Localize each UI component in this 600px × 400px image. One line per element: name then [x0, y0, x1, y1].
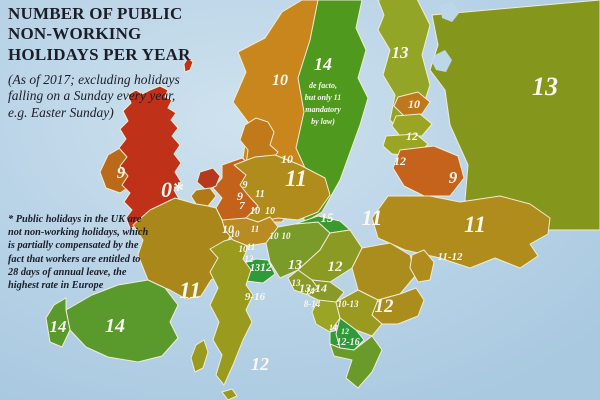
svg-text:12: 12: [251, 354, 269, 374]
svg-text:10-13: 10-13: [338, 299, 359, 309]
svg-text:9: 9: [117, 163, 126, 182]
svg-text:10: 10: [282, 231, 292, 241]
svg-text:13: 13: [392, 43, 410, 62]
svg-text:12: 12: [394, 154, 406, 168]
svg-text:9-16: 9-16: [245, 291, 266, 303]
svg-text:13: 13: [532, 72, 558, 101]
svg-text:10: 10: [250, 206, 260, 217]
svg-text:14: 14: [50, 317, 67, 336]
svg-text:13: 13: [250, 263, 260, 274]
svg-text:9: 9: [243, 180, 248, 191]
svg-text:9: 9: [449, 168, 458, 187]
svg-text:10: 10: [265, 206, 275, 217]
svg-text:11: 11: [179, 278, 201, 303]
svg-text:by law): by law): [311, 117, 335, 126]
svg-text:0*: 0*: [161, 177, 184, 202]
svg-text:14: 14: [329, 323, 337, 332]
svg-text:12: 12: [328, 259, 344, 275]
svg-text:10: 10: [272, 72, 288, 89]
svg-text:10: 10: [408, 97, 420, 111]
svg-text:13: 13: [288, 258, 302, 273]
svg-text:12: 12: [341, 327, 349, 336]
svg-text:mandatory: mandatory: [305, 105, 341, 114]
svg-text:12: 12: [406, 129, 418, 143]
svg-text:11: 11: [285, 166, 307, 191]
svg-text:10: 10: [281, 152, 293, 166]
svg-text:11: 11: [251, 224, 260, 234]
svg-text:14: 14: [314, 54, 332, 74]
svg-text:12: 12: [375, 296, 395, 317]
svg-text:8-14: 8-14: [304, 299, 321, 309]
svg-text:but only 11: but only 11: [305, 93, 341, 102]
svg-text:11: 11: [464, 212, 486, 237]
svg-text:15: 15: [321, 210, 335, 225]
svg-text:11-12: 11-12: [437, 251, 463, 263]
svg-text:9: 9: [237, 189, 243, 203]
svg-text:12: 12: [260, 260, 272, 274]
svg-text:11: 11: [362, 205, 383, 230]
svg-text:10: 10: [270, 231, 280, 241]
svg-text:12-16: 12-16: [336, 337, 359, 348]
svg-text:10: 10: [231, 229, 241, 239]
svg-text:11: 11: [247, 242, 256, 252]
svg-text:11: 11: [255, 189, 264, 200]
svg-text:14: 14: [306, 286, 316, 296]
svg-text:13: 13: [292, 278, 302, 288]
svg-text:de facto,: de facto,: [309, 81, 337, 90]
svg-text:14: 14: [105, 315, 125, 337]
